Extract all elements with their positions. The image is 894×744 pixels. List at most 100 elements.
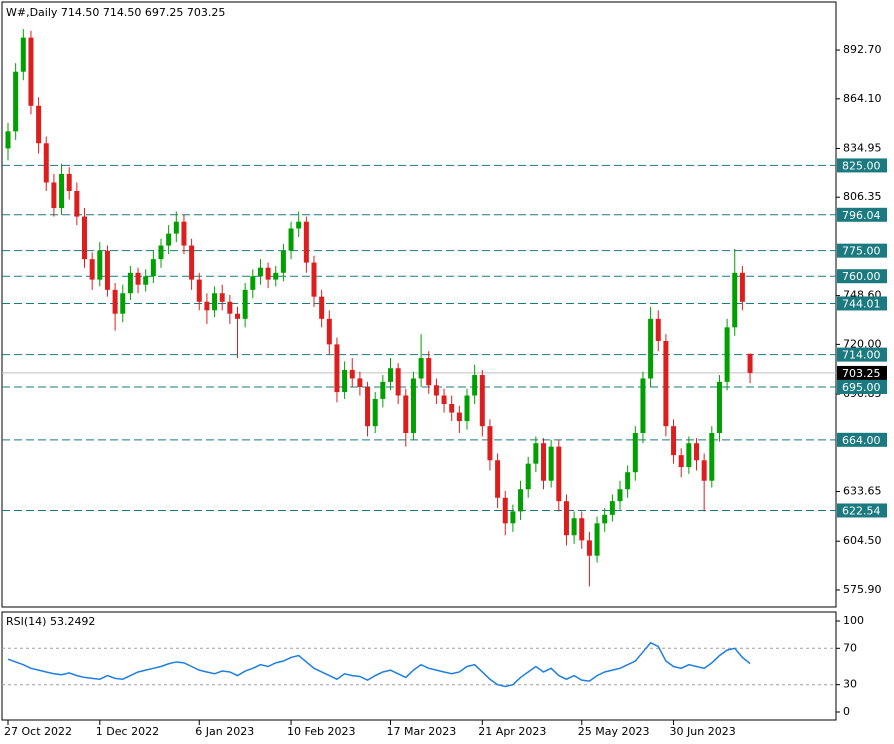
candle-body [334,344,340,393]
candle-body [709,432,715,481]
candle-body [28,37,34,106]
candle-body [563,501,569,536]
candle-body [219,293,225,302]
candle-body [204,301,210,311]
level-box [837,296,887,311]
candle-body [571,518,577,536]
level-label: 760.00 [842,270,881,283]
candle-body [365,386,371,427]
candle-body [548,446,554,481]
candle-body [510,511,516,524]
level-label: 744.01 [842,297,881,310]
candle-body [158,245,164,260]
level-label: 775.00 [842,245,881,258]
candle-body [20,37,26,72]
candle-body [586,540,592,556]
candle-body [112,289,118,314]
rsi-panel [1,611,837,721]
level-tag: 622.54 [837,503,887,518]
level-box [837,432,887,447]
y-tick-label: 633.65 [843,485,882,498]
candle-body [288,228,294,251]
current-label: 703.25 [842,367,881,380]
candle-body [250,276,256,290]
candle-body [212,293,218,311]
level-tag: 695.00 [837,379,887,394]
rsi-title: RSI(14) 53.2492 [6,615,95,628]
y-tick-label: 30 [843,678,857,691]
candle-body [724,327,730,382]
candle-body [456,412,462,422]
level-label: 695.00 [842,381,881,394]
candle-body [296,221,302,229]
x-tick-label: 17 Mar 2023 [387,725,457,738]
candle-body [632,432,638,473]
level-tag: 825.00 [837,158,887,173]
candle-body [410,378,416,433]
candle-body [701,460,707,481]
level-tag: 760.00 [837,269,887,284]
candle-body [671,426,677,456]
candle-body [104,250,110,290]
candle-body [747,353,753,373]
candle-body [82,216,87,260]
candle-body [66,173,72,191]
candle-body [441,395,447,405]
candle-body [388,368,393,382]
candle-body [648,318,654,379]
candle-body [655,318,661,341]
candle-body [311,262,317,297]
candle-body [342,369,348,393]
candle-body [640,378,646,433]
candle-body [556,446,562,502]
candle-body [372,398,378,427]
candle-body [739,272,745,302]
level-box [837,158,887,173]
candle-body [403,395,409,433]
candle-body [541,443,546,481]
candle-body [59,173,65,209]
y-tick-label: 834.95 [843,141,882,154]
candle-body [280,250,286,273]
candle-body [36,105,42,144]
level-label: 796.04 [842,209,881,222]
candle-body [594,523,600,556]
candle-body [479,375,485,427]
candle-body [395,368,401,396]
candle-body [663,340,669,427]
y-tick-label: 575.90 [843,583,882,596]
candle-body [609,501,615,515]
y-tick-label: 0 [843,705,850,718]
y-tick-label: 720.00 [843,337,882,350]
candle-body [257,267,263,277]
candle-body [227,301,233,314]
x-tick-label: 1 Dec 2022 [96,725,159,738]
candle-body [143,276,149,285]
candle-body [579,518,585,541]
candle-body [135,272,141,285]
candle-body [678,455,684,468]
candle-body [495,460,501,498]
x-tick-label: 25 May 2023 [578,725,650,738]
candle-body [326,318,332,345]
candle-body [173,221,179,234]
level-tag: 775.00 [837,243,887,258]
candle-body [464,395,470,422]
level-label: 714.00 [842,349,881,362]
rsi-line [7,641,751,688]
candle-body [89,259,95,280]
candle-body [43,143,49,183]
x-tick-label: 27 Oct 2022 [4,725,72,738]
level-box [837,243,887,258]
candle-body [166,233,172,246]
candle-body [273,272,279,280]
level-label: 622.54 [842,504,881,517]
level-box [837,379,887,394]
level-box [837,269,887,284]
x-tick-label: 21 Apr 2023 [478,725,546,738]
candle-body [449,404,455,413]
candle-body [319,296,325,319]
y-tick-label: 70 [843,641,857,654]
